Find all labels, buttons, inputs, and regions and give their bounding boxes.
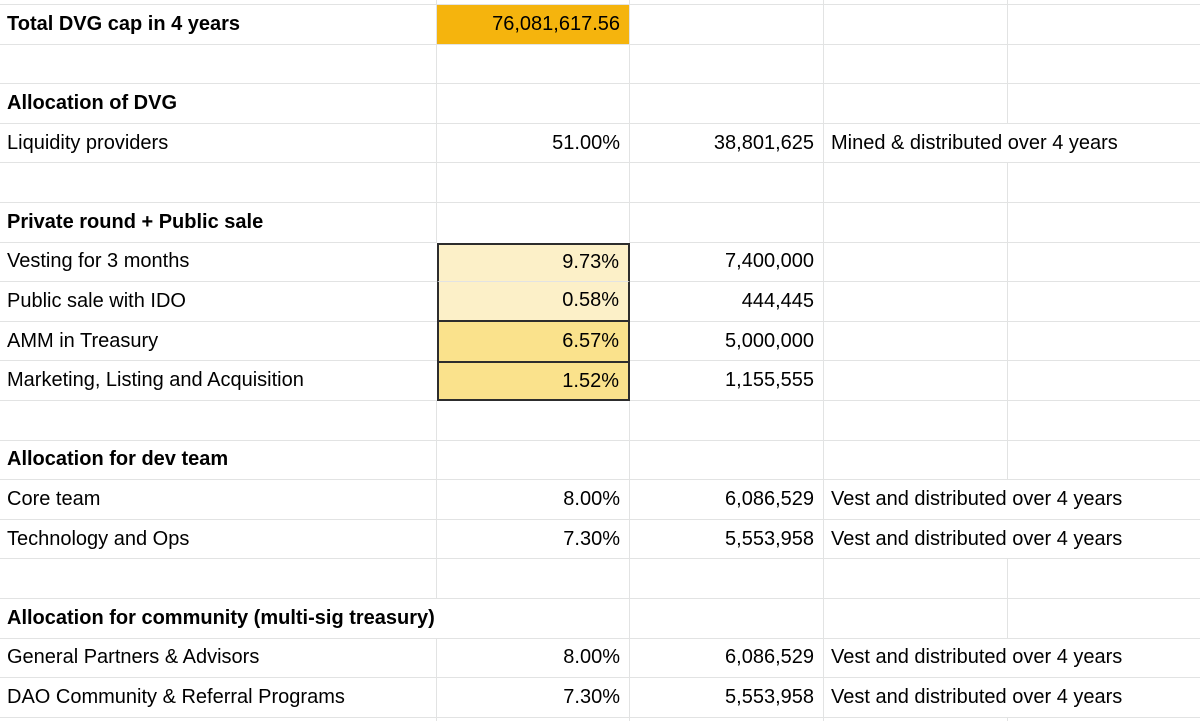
cell-public-sale-ido-percent[interactable]: 0.58% bbox=[437, 282, 630, 322]
cell-technology-ops-percent[interactable]: 7.30% bbox=[437, 519, 630, 560]
empty-cell[interactable] bbox=[1008, 322, 1200, 362]
empty-cell[interactable] bbox=[0, 559, 437, 599]
empty-cell[interactable] bbox=[630, 202, 824, 243]
cell-marketing-listing-percent[interactable]: 1.52% bbox=[437, 361, 630, 401]
cell-liquidity-providers-amount[interactable]: 38,801,625 bbox=[630, 123, 824, 164]
empty-cell[interactable] bbox=[824, 242, 1008, 283]
empty-cell[interactable] bbox=[630, 598, 824, 639]
empty-cell[interactable] bbox=[437, 717, 630, 721]
cell-liquidity-providers-note[interactable]: Mined & distributed over 4 years bbox=[824, 124, 1200, 164]
cell-marketing-listing-amount[interactable]: 1,155,555 bbox=[630, 361, 824, 401]
empty-cell[interactable] bbox=[1008, 361, 1200, 401]
cell-core-team-label[interactable]: Core team bbox=[0, 480, 437, 520]
cell-amm-treasury-label[interactable]: AMM in Treasury bbox=[0, 322, 437, 362]
empty-cell[interactable] bbox=[824, 717, 1008, 721]
cell-vesting-3-months-label[interactable]: Vesting for 3 months bbox=[0, 243, 437, 283]
empty-cell[interactable] bbox=[824, 440, 1008, 481]
empty-cell[interactable] bbox=[1008, 0, 1200, 5]
empty-cell[interactable] bbox=[630, 400, 824, 441]
cell-dao-community-label[interactable]: DAO Community & Referral Programs bbox=[0, 678, 437, 718]
empty-cell[interactable] bbox=[824, 559, 1008, 599]
empty-cell[interactable] bbox=[824, 163, 1008, 203]
empty-cell[interactable] bbox=[824, 0, 1008, 5]
empty-cell[interactable] bbox=[0, 400, 437, 441]
cell-section-allocation-of-dvg[interactable]: Allocation of DVG bbox=[0, 84, 437, 124]
cell-total-dvg-cap-label[interactable]: Total DVG cap in 4 years bbox=[0, 5, 437, 45]
cell-total-dvg-cap-value[interactable]: 76,081,617.56 bbox=[437, 5, 630, 45]
cell-liquidity-providers-label[interactable]: Liquidity providers bbox=[0, 123, 437, 164]
empty-cell[interactable] bbox=[437, 559, 630, 599]
cell-technology-ops-note[interactable]: Vest and distributed over 4 years bbox=[824, 520, 1200, 560]
cell-general-partners-amount[interactable]: 6,086,529 bbox=[630, 638, 824, 679]
cell-public-sale-ido-amount[interactable]: 444,445 bbox=[630, 282, 824, 322]
empty-cell[interactable] bbox=[1008, 401, 1200, 441]
empty-cell[interactable] bbox=[630, 440, 824, 481]
empty-cell[interactable] bbox=[630, 44, 824, 85]
empty-cell[interactable] bbox=[1008, 84, 1200, 124]
empty-cell[interactable] bbox=[824, 361, 1008, 401]
empty-cell[interactable] bbox=[1008, 203, 1200, 243]
cell-liquidity-providers-percent[interactable]: 51.00% bbox=[437, 123, 630, 164]
cell-technology-ops-label[interactable]: Technology and Ops bbox=[0, 519, 437, 560]
cell-section-private-round-public-sale[interactable]: Private round + Public sale bbox=[0, 202, 437, 243]
cell-technology-ops-amount[interactable]: 5,553,958 bbox=[630, 519, 824, 560]
cell-public-sale-ido-label[interactable]: Public sale with IDO bbox=[0, 282, 437, 322]
cell-core-team-note[interactable]: Vest and distributed over 4 years bbox=[824, 480, 1200, 520]
empty-cell[interactable] bbox=[0, 717, 437, 721]
cell-core-team-percent[interactable]: 8.00% bbox=[437, 480, 630, 520]
cell-marketing-listing-label[interactable]: Marketing, Listing and Acquisition bbox=[0, 361, 437, 401]
empty-cell[interactable] bbox=[824, 202, 1008, 243]
cell-dao-community-note[interactable]: Vest and distributed over 4 years bbox=[824, 678, 1200, 718]
empty-cell[interactable] bbox=[0, 0, 437, 5]
empty-cell[interactable] bbox=[1008, 282, 1200, 322]
cell-dao-community-amount[interactable]: 5,553,958 bbox=[630, 678, 824, 718]
empty-cell[interactable] bbox=[437, 0, 630, 5]
cell-amm-treasury-percent[interactable]: 6.57% bbox=[437, 321, 630, 362]
cell-section-allocation-community[interactable]: Allocation for community (multi-sig trea… bbox=[0, 598, 630, 639]
empty-cell[interactable] bbox=[824, 400, 1008, 441]
empty-cell[interactable] bbox=[824, 282, 1008, 322]
cell-core-team-amount[interactable]: 6,086,529 bbox=[630, 480, 824, 520]
empty-cell[interactable] bbox=[630, 717, 824, 721]
empty-cell[interactable] bbox=[1008, 243, 1200, 283]
empty-cell[interactable] bbox=[1008, 559, 1200, 599]
empty-cell[interactable] bbox=[1008, 45, 1200, 85]
cell-section-allocation-dev-team[interactable]: Allocation for dev team bbox=[0, 440, 437, 481]
empty-cell[interactable] bbox=[824, 5, 1008, 45]
empty-cell[interactable] bbox=[824, 598, 1008, 639]
empty-cell[interactable] bbox=[437, 202, 630, 243]
empty-cell[interactable] bbox=[630, 163, 824, 203]
empty-cell[interactable] bbox=[630, 84, 824, 124]
empty-cell[interactable] bbox=[824, 321, 1008, 362]
cell-dao-community-percent[interactable]: 7.30% bbox=[437, 678, 630, 718]
empty-cell[interactable] bbox=[1008, 599, 1200, 639]
empty-cell[interactable] bbox=[437, 440, 630, 481]
empty-cell[interactable] bbox=[630, 559, 824, 599]
cell-vesting-3-months-percent[interactable]: 9.73% bbox=[437, 242, 630, 283]
empty-cell[interactable] bbox=[1008, 163, 1200, 203]
empty-cell[interactable] bbox=[630, 5, 824, 45]
cell-general-partners-note[interactable]: Vest and distributed over 4 years bbox=[824, 639, 1200, 679]
empty-cell[interactable] bbox=[824, 44, 1008, 85]
cell-amm-treasury-amount[interactable]: 5,000,000 bbox=[630, 321, 824, 362]
cell-general-partners-label[interactable]: General Partners & Advisors bbox=[0, 638, 437, 679]
empty-cell[interactable] bbox=[1008, 5, 1200, 45]
empty-cell[interactable] bbox=[1008, 441, 1200, 481]
empty-cell[interactable] bbox=[0, 44, 437, 85]
empty-cell[interactable] bbox=[630, 0, 824, 5]
empty-cell[interactable] bbox=[0, 163, 437, 203]
empty-cell[interactable] bbox=[437, 84, 630, 124]
empty-cell[interactable] bbox=[437, 163, 630, 203]
empty-cell[interactable] bbox=[824, 84, 1008, 124]
empty-cell[interactable] bbox=[437, 44, 630, 85]
cell-general-partners-percent[interactable]: 8.00% bbox=[437, 638, 630, 679]
cell-vesting-3-months-amount[interactable]: 7,400,000 bbox=[630, 242, 824, 283]
empty-cell[interactable] bbox=[437, 400, 630, 441]
